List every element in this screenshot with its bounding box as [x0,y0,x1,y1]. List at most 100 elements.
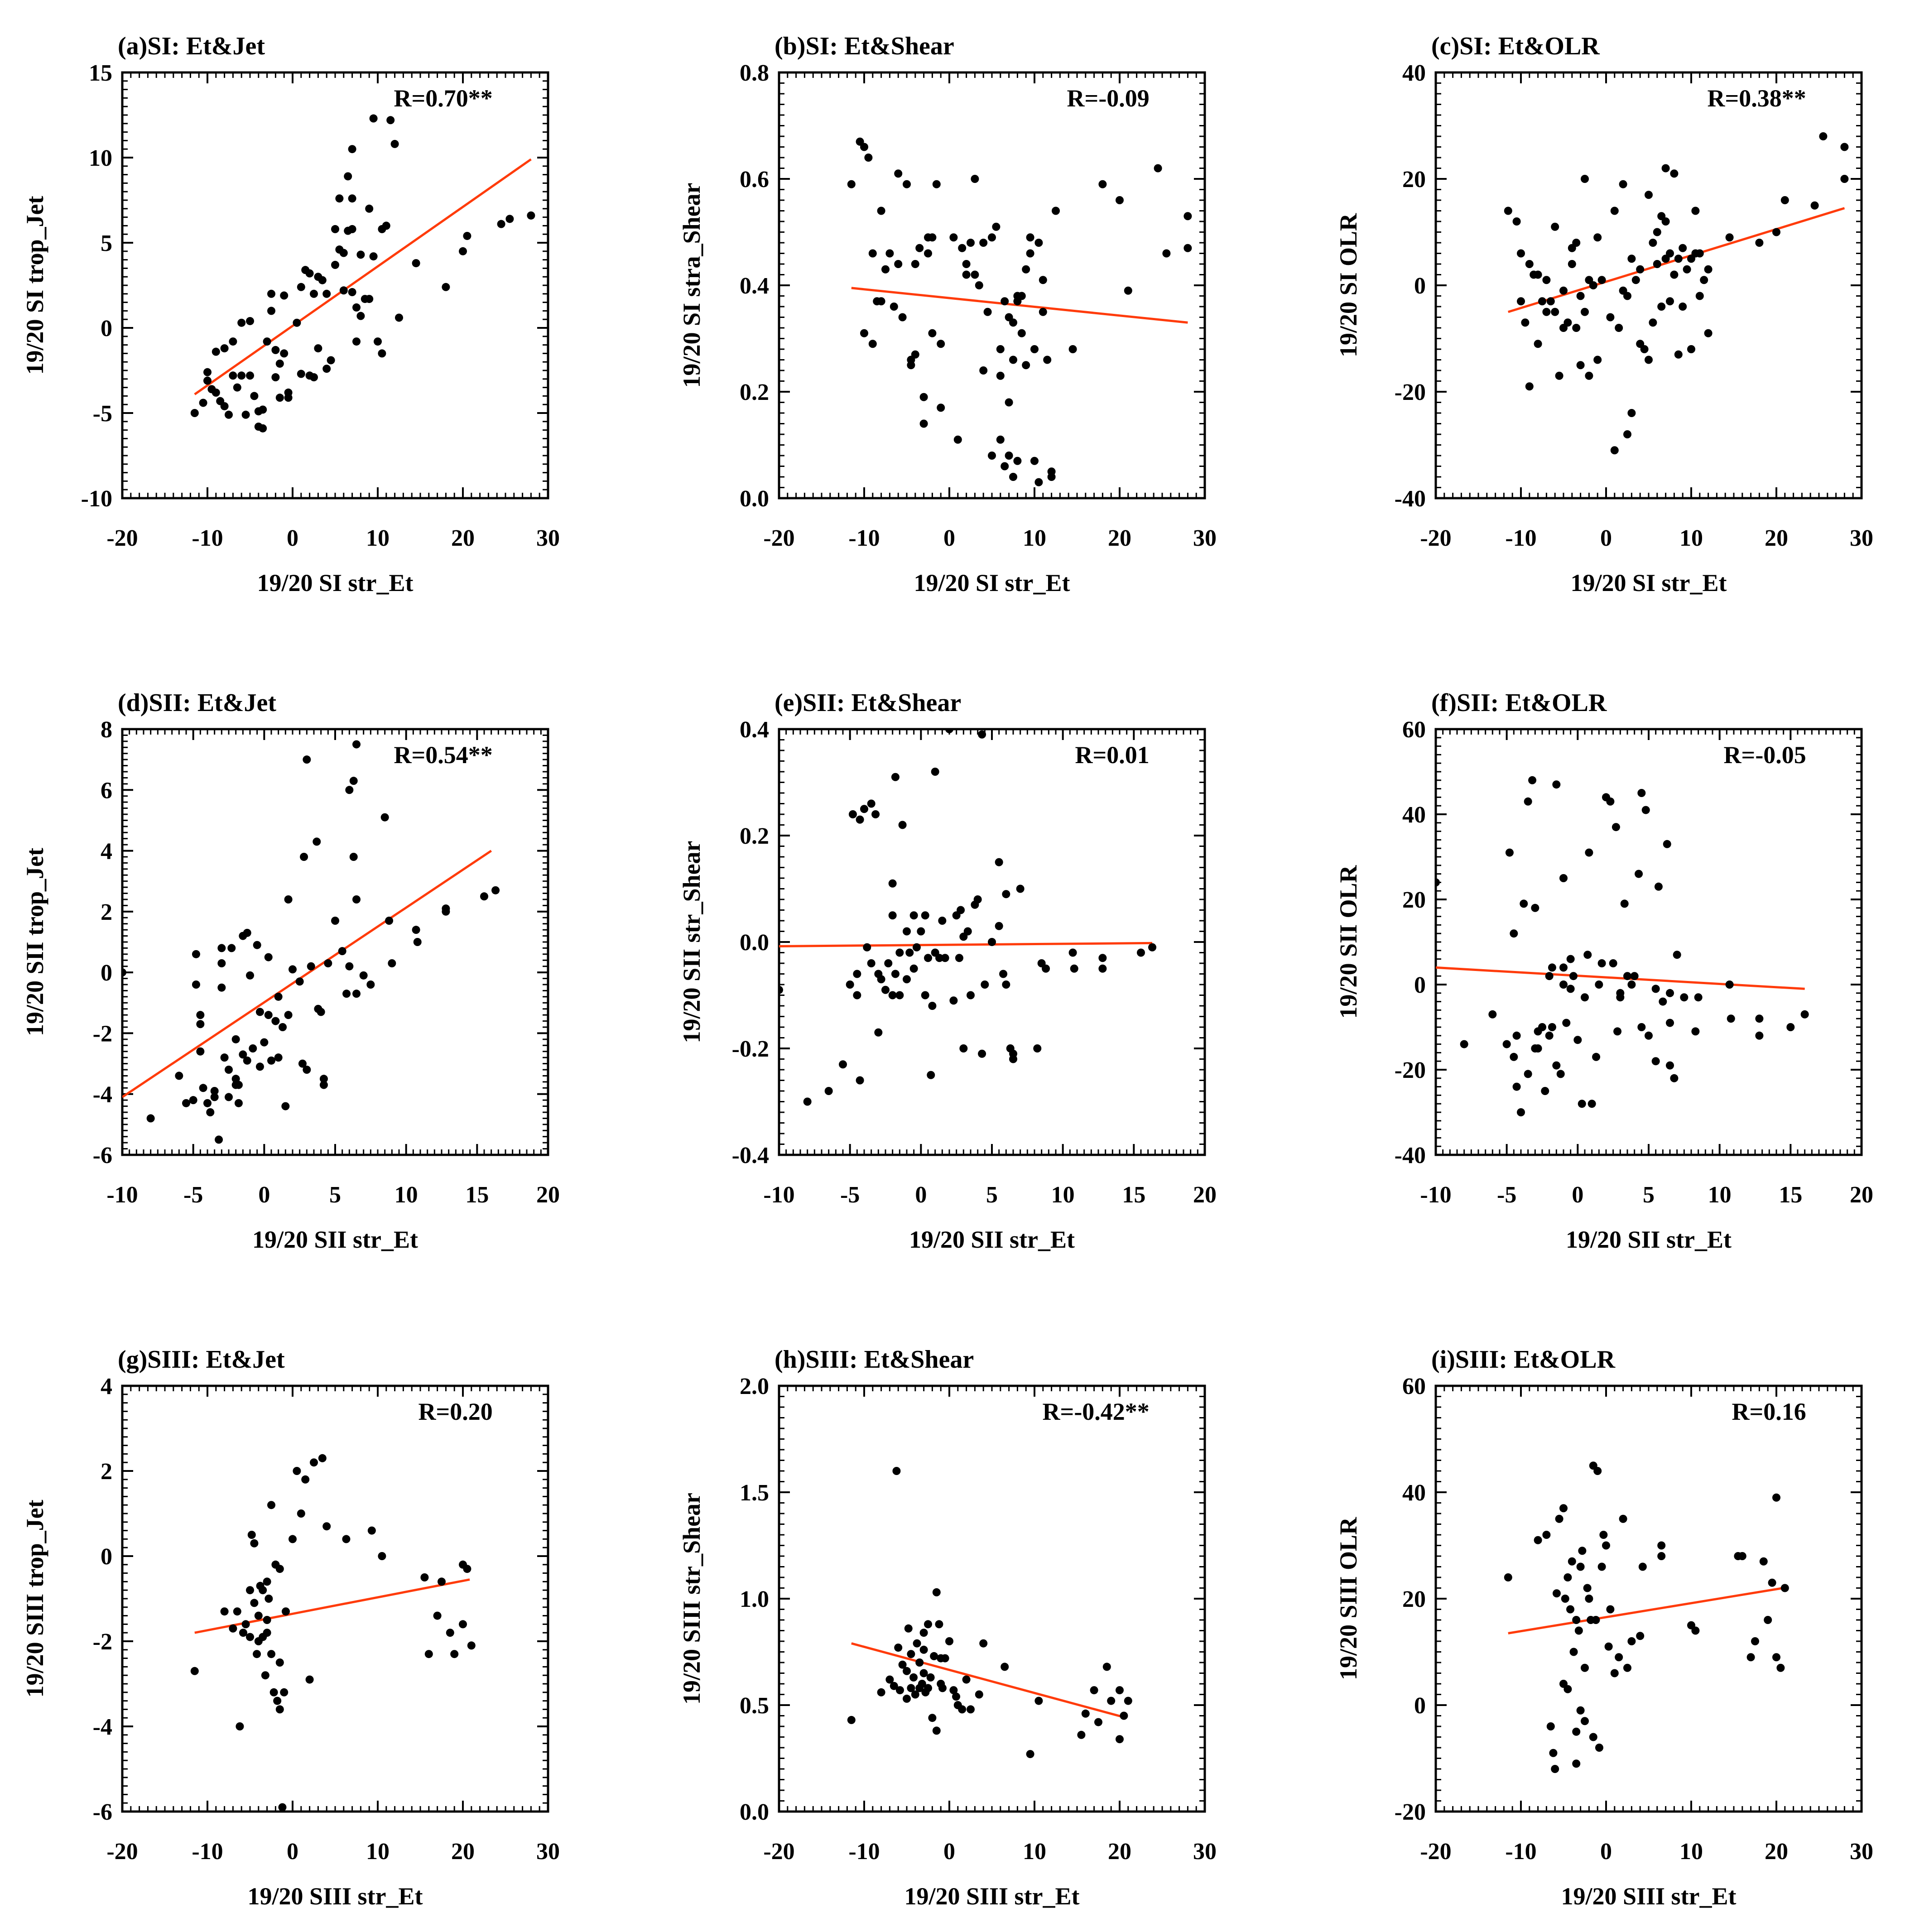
data-point [1090,1686,1098,1695]
y-tick-label: -2 [93,1021,112,1047]
x-tick-label: -10 [1420,1182,1451,1208]
x-tick-label: 30 [1193,525,1217,551]
data-point [314,344,322,353]
regression-line [851,1642,1127,1719]
data-point [1593,233,1602,242]
data-point [945,1637,953,1645]
data-point [1555,371,1563,380]
data-point [310,373,318,382]
data-point [192,980,200,989]
data-point [189,1096,197,1105]
correlation-label: R=-0.42** [1043,1398,1150,1425]
data-point [1552,780,1561,789]
data-point [1068,948,1077,957]
data-layer [847,1467,1132,1759]
data-point [1651,1057,1660,1066]
data-point [1559,1504,1568,1513]
data-point [1568,260,1576,268]
data-point [303,755,311,764]
data-point [935,954,944,962]
x-tick-label: -20 [763,1839,794,1865]
data-point [122,968,126,977]
data-point [1593,1467,1602,1475]
data-point [303,1066,311,1074]
data-point [868,340,877,348]
data-point [259,1586,267,1595]
panel-title: (f)SII: Et&OLR [1431,689,1607,717]
data-point [988,233,996,242]
data-point [220,1607,229,1616]
data-point [318,276,327,284]
data-point [1124,1697,1132,1705]
data-point [217,944,226,952]
data-point [289,965,297,974]
data-point [1623,972,1631,980]
data-point [318,1454,327,1462]
data-point [1606,1605,1615,1614]
data-point [996,345,1005,353]
data-point [261,1671,269,1680]
data-point [281,1102,290,1110]
data-point [803,1097,812,1106]
data-point [1525,260,1534,268]
data-point [1520,899,1528,908]
data-point [1524,797,1532,806]
panel-title: (c)SI: Et&OLR [1431,32,1600,60]
data-point [958,1705,967,1714]
data-point [254,1611,263,1620]
x-tick-label: -10 [1505,525,1536,551]
data-point [983,308,992,316]
x-axis-label: 19/20 SII str_Et [1566,1226,1732,1253]
data-point [941,954,949,962]
data-point [1653,228,1661,236]
data-point [864,154,873,162]
y-tick-label: 8 [101,717,112,743]
data-point [938,917,947,925]
data-point [267,289,275,298]
data-point [1098,954,1107,962]
y-tick-label: 0 [101,960,112,986]
panel-a: (a)SI: Et&Jet -20 -10 0 10 20 30 -10 -5 0 5 10 15 19/… [21,32,560,596]
data-point [1623,292,1631,300]
data-point [924,249,932,258]
data-point [463,231,471,240]
data-point [1542,308,1551,316]
x-tick-label: 0 [1572,1182,1583,1208]
data-point [1578,1547,1587,1555]
x-tick-label: 30 [1850,1839,1873,1865]
data-point [1616,993,1625,1002]
data-point [1009,356,1017,364]
data-point [1649,239,1657,247]
data-point [971,270,979,279]
data-layer [779,729,1157,1106]
data-point [225,410,233,419]
data-point [1574,1626,1583,1635]
panel-d: (d)SII: Et&Jet -10 -5 0 5 10 15 20 -6 -4 -2 0 2 4 6 8 19… [21,689,560,1253]
data-point [1627,980,1636,989]
data-point [995,922,1003,930]
data-point [921,911,929,920]
data-point [1542,1531,1551,1539]
data-point [1009,473,1017,481]
data-point [1016,884,1025,893]
data-point [331,225,339,233]
data-point [352,895,361,904]
x-tick-label: 0 [1600,525,1612,551]
data-point [1077,1730,1086,1739]
data-point [267,1501,275,1509]
data-point [1755,1031,1764,1040]
data-point [1504,207,1512,215]
data-point [915,244,924,252]
data-point [352,303,361,312]
data-point [413,938,422,946]
y-tick-label: 0.5 [740,1693,769,1719]
data-point [1566,1605,1575,1614]
data-point [239,1629,247,1637]
data-point [1800,1010,1809,1019]
data-point [260,1038,269,1047]
data-point [446,1629,454,1637]
data-point [243,928,251,937]
data-point [1640,345,1649,353]
data-point [905,948,914,957]
x-tick-label: -5 [1497,1182,1516,1208]
